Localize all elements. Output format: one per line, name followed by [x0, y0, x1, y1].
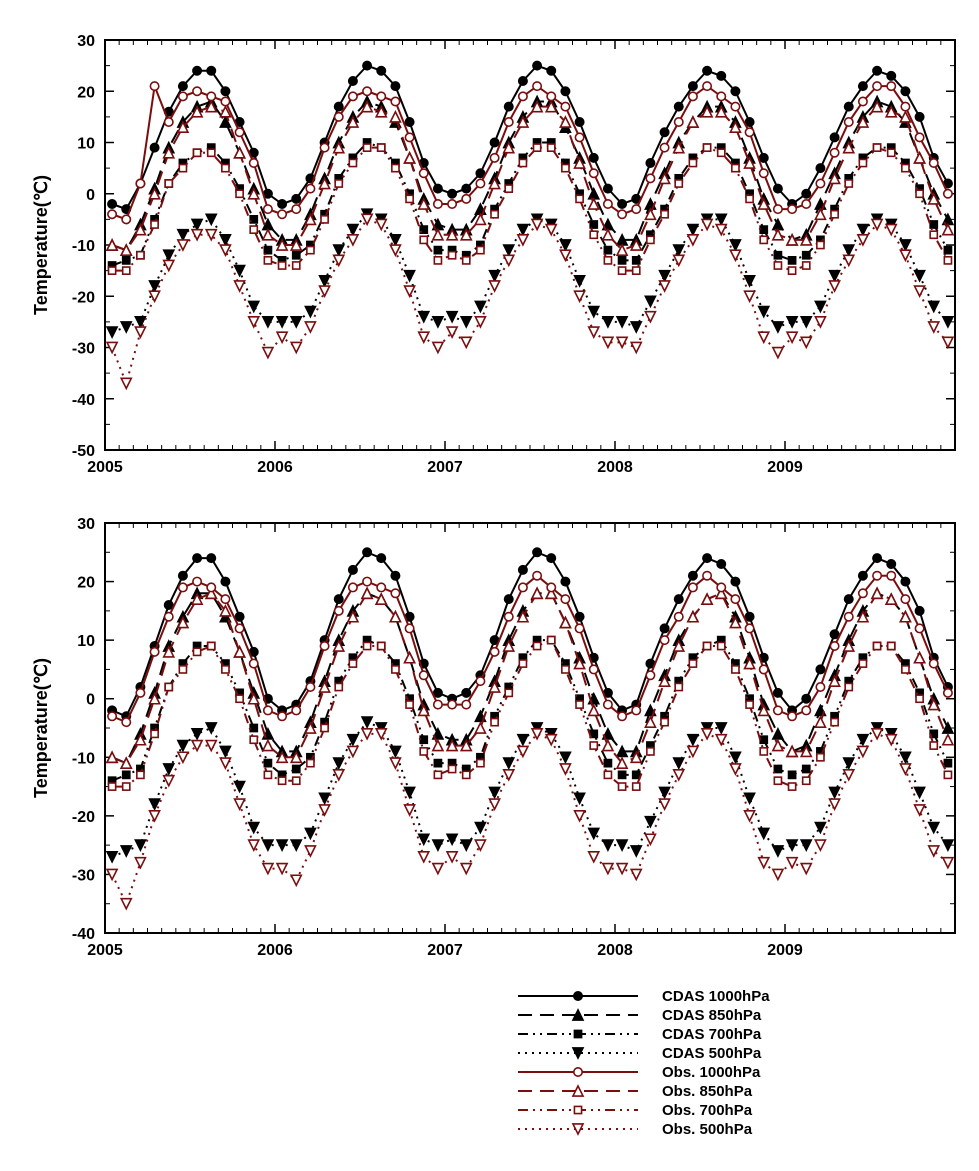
legend-item: CDAS 850hPa: [518, 1007, 762, 1024]
y-tick-label: 30: [77, 33, 95, 50]
y-axis-label: Temperature(℃): [31, 658, 51, 798]
legend-item: CDAS 500hPa: [518, 1045, 762, 1062]
legend-label: CDAS 700hPa: [662, 1026, 762, 1043]
y-tick-label: -30: [72, 341, 95, 358]
axis-frame: [105, 40, 955, 450]
y-axis-label: Temperature(℃): [31, 175, 51, 315]
legend-label: Obs. 500hPa: [662, 1121, 753, 1138]
x-tick-label: 2007: [427, 459, 463, 476]
x-tick-label: 2009: [767, 459, 803, 476]
chart-top: -50 -40 -30 -20 -10 0 10 20 30 2005 2006 2007 2008 20…: [31, 33, 955, 476]
figure-container: -50 -40 -30 -20 -10 0 10 20 30 2005 2006 2007 2008 20…: [0, 0, 979, 1166]
chart-bottom: -40 -30 -20 -10 0 10 20 30 2005 2006 2007 2008 2009 T…: [31, 516, 955, 959]
y-tick-label: -10: [72, 238, 95, 255]
legend-item: Obs. 850hPa: [518, 1083, 753, 1100]
plot-area: [107, 548, 953, 909]
y-tick-label: -20: [72, 289, 95, 306]
x-tick-label: 2005: [87, 459, 123, 476]
legend-label: Obs. 1000hPa: [662, 1064, 761, 1081]
y-tick-label: 0: [86, 692, 95, 709]
legend-item: Obs. 500hPa: [518, 1121, 753, 1138]
legend: CDAS 1000hPa CDAS 850hPa CDAS 700hPa CDAS 5…: [510, 982, 950, 1154]
legend-item: CDAS 700hPa: [518, 1026, 762, 1043]
legend-label: Obs. 700hPa: [662, 1102, 753, 1119]
y-tick-label: -40: [72, 926, 95, 943]
x-tick-label: 2005: [87, 942, 123, 959]
plot-area: [107, 61, 953, 388]
y-tick-label: -20: [72, 809, 95, 826]
legend-item: Obs. 700hPa: [518, 1102, 753, 1119]
legend-label: CDAS 500hPa: [662, 1045, 762, 1062]
y-tick-label: 20: [77, 575, 95, 592]
legend-label: CDAS 850hPa: [662, 1007, 762, 1024]
legend-label: Obs. 850hPa: [662, 1083, 753, 1100]
y-tick-label: 10: [77, 633, 95, 650]
x-tick-label: 2009: [767, 942, 803, 959]
x-tick-label: 2008: [597, 459, 633, 476]
x-tick-label: 2007: [427, 942, 463, 959]
x-tick-label: 2006: [257, 459, 293, 476]
y-tick-label: -50: [72, 443, 95, 460]
legend-item: Obs. 1000hPa: [518, 1064, 761, 1081]
figure-svg: -50 -40 -30 -20 -10 0 10 20 30 2005 2006 2007 2008 20…: [0, 0, 979, 1166]
y-tick-label: -10: [72, 750, 95, 767]
y-tick-label: 30: [77, 516, 95, 533]
y-tick-label: -30: [72, 867, 95, 884]
x-tick-label: 2008: [597, 942, 633, 959]
x-tick-label: 2006: [257, 942, 293, 959]
y-tick-label: 20: [77, 84, 95, 101]
legend-item: CDAS 1000hPa: [518, 988, 770, 1005]
y-tick-label: 0: [86, 187, 95, 204]
legend-label: CDAS 1000hPa: [662, 988, 770, 1005]
axis-frame: [105, 523, 955, 933]
y-tick-label: 10: [77, 136, 95, 153]
y-tick-label: -40: [72, 392, 95, 409]
